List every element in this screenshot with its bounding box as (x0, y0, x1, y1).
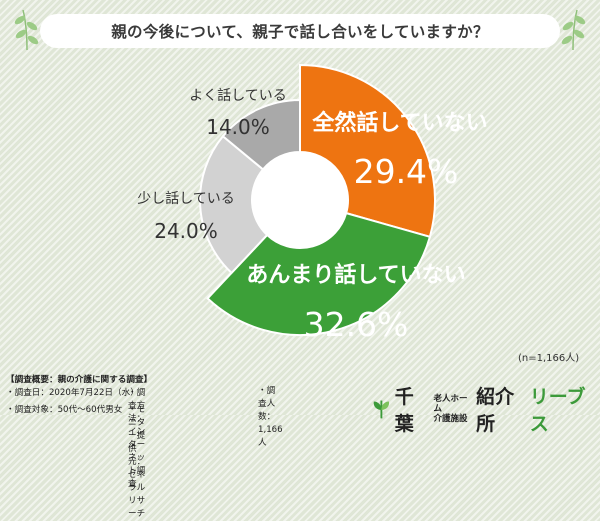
slice-label-3: 少し話している (137, 190, 235, 207)
logo-text-office: 紹介所 (476, 386, 515, 435)
logo-subtext-bottom: 介護施設 (433, 414, 468, 424)
survey-provider: ・モニター提供元：ゼネラルリサーチ (128, 405, 146, 519)
slice-value-3: 24.0% (154, 219, 218, 243)
slice-label-4: よく話している (189, 87, 287, 104)
slice-value-4: 14.0% (206, 115, 270, 139)
survey-count: ・調査人数：1,166人 (258, 386, 283, 448)
logo-text-chiba: 千葉 (394, 386, 414, 435)
donut-chart: 全然話していない 29.4% あんまり話していない 32.6% 少し話している 24.0%… (137, 63, 488, 344)
logo-text-brand: リーブス (529, 386, 586, 435)
survey-heading: 【調査概要：親の介護に関する調査】 (6, 375, 153, 385)
survey-target: ・調査対象：50代～60代男女 (6, 405, 123, 415)
leaf-decoration-right-icon (561, 9, 586, 51)
company-logo: 千葉 老人ホーム 介護施設 紹介所 リーブス (372, 382, 600, 436)
logo-subtext: 老人ホーム 介護施設 (433, 394, 473, 424)
leaf-logo-icon (373, 400, 390, 419)
slice-value-1: 29.4% (354, 152, 459, 191)
donut-hole (252, 152, 348, 248)
leaf-decoration-left-icon (14, 9, 39, 51)
logo-subtext-top: 老人ホーム (433, 394, 468, 414)
chart-title: 親の今後について、親子で話し合いをしていますか？ (40, 14, 560, 48)
sample-size-note: (n=1,166人) (518, 353, 580, 364)
survey-date: ・調査日：2020年7月22日（水） (6, 388, 139, 398)
slice-label-1: 全然話していない (311, 110, 487, 136)
slice-label-2: あんまり話していない (246, 262, 465, 288)
slice-value-2: 32.6% (304, 305, 409, 344)
survey-summary: 【調査概要：親の介護に関する調査】 ・調査日：2020年7月22日（水） ・調査… (6, 374, 283, 519)
